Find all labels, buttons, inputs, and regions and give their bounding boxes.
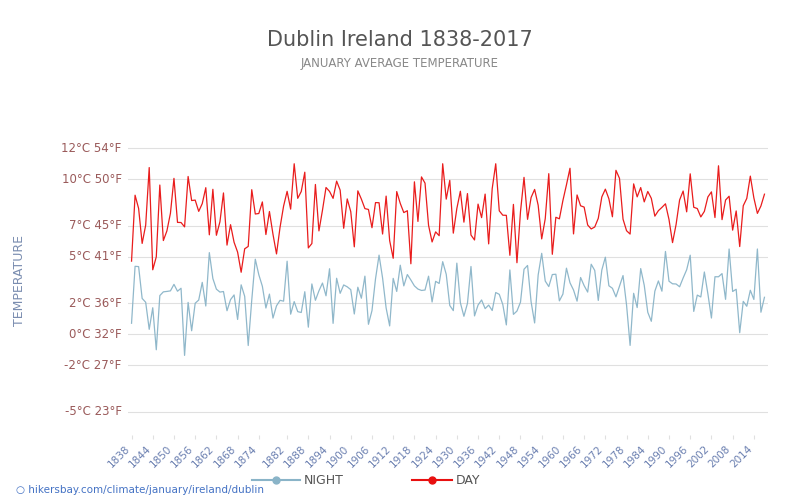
Text: 10°C 50°F: 10°C 50°F [62,173,122,186]
Text: ○ hikersbay.com/climate/january/ireland/dublin: ○ hikersbay.com/climate/january/ireland/… [16,485,264,495]
Text: JANUARY AVERAGE TEMPERATURE: JANUARY AVERAGE TEMPERATURE [301,58,499,70]
Text: Dublin Ireland 1838-2017: Dublin Ireland 1838-2017 [267,30,533,50]
Text: 5°C 41°F: 5°C 41°F [69,250,122,263]
Text: 12°C 54°F: 12°C 54°F [62,142,122,155]
Text: 2°C 36°F: 2°C 36°F [69,296,122,310]
Text: 0°C 32°F: 0°C 32°F [69,328,122,341]
Text: NIGHT: NIGHT [304,474,344,486]
Text: -5°C 23°F: -5°C 23°F [65,405,122,418]
Text: -2°C 27°F: -2°C 27°F [64,359,122,372]
Text: TEMPERATURE: TEMPERATURE [14,234,26,326]
Text: 7°C 45°F: 7°C 45°F [69,219,122,232]
Text: DAY: DAY [456,474,481,486]
